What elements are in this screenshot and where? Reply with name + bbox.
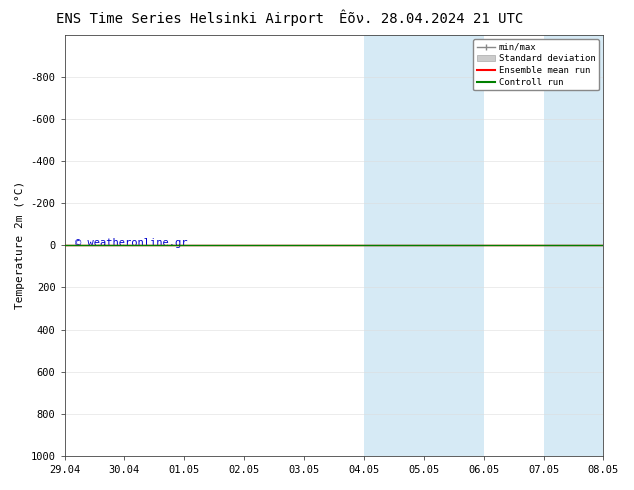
Bar — [424, 35, 484, 456]
Text: Êõν. 28.04.2024 21 UTC: Êõν. 28.04.2024 21 UTC — [339, 12, 523, 26]
Text: ENS Time Series Helsinki Airport: ENS Time Series Helsinki Airport — [56, 12, 324, 26]
Bar — [364, 35, 424, 456]
Legend: min/max, Standard deviation, Ensemble mean run, Controll run: min/max, Standard deviation, Ensemble me… — [473, 39, 599, 91]
Text: © weatheronline.gr: © weatheronline.gr — [75, 238, 188, 248]
Y-axis label: Temperature 2m (°C): Temperature 2m (°C) — [15, 181, 25, 309]
Bar — [543, 35, 604, 456]
